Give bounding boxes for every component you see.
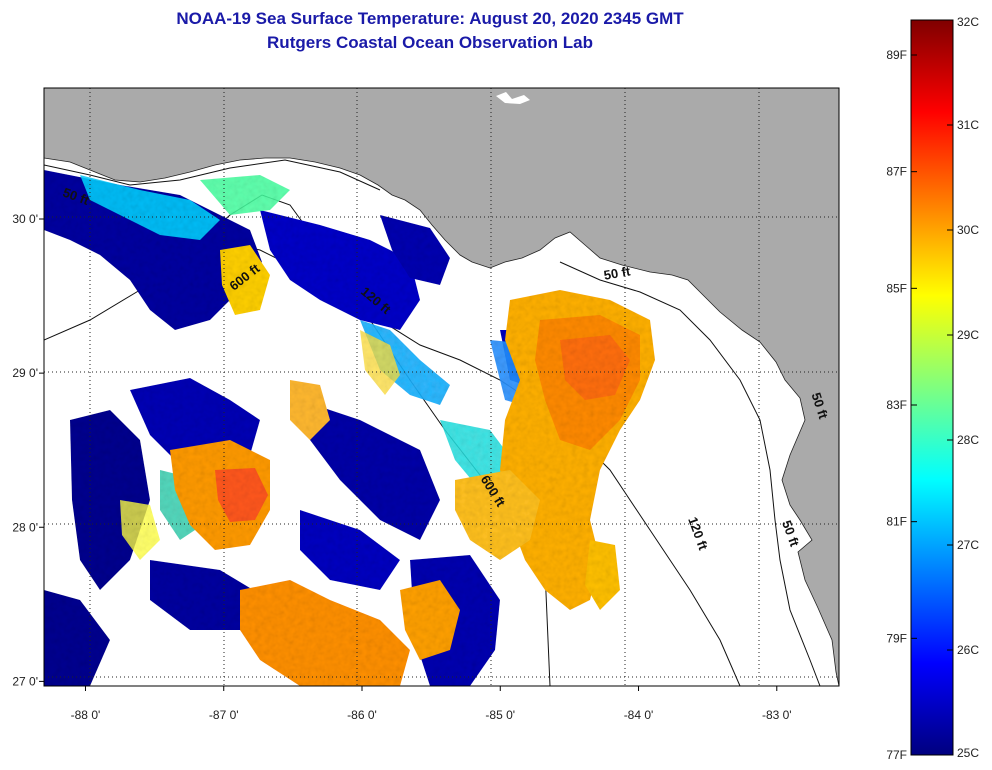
map-grid [44, 88, 839, 686]
fahrenheit-tick-label: 79F [886, 631, 907, 645]
celsius-tick-label: 26C [957, 643, 979, 657]
fahrenheit-tick-label: 87F [886, 165, 907, 179]
longitude-axis: -88 0' -87 0' -86 0' -85 0' -84 0' -83 0' [71, 686, 792, 722]
map-subtitle: Rutgers Coastal Ocean Observation Lab [267, 33, 593, 52]
lon-tick-label: -88 0' [71, 708, 101, 722]
lon-tick-label: -85 0' [485, 708, 515, 722]
celsius-tick-label: 27C [957, 538, 979, 552]
lat-tick-label: 28 0' [12, 520, 38, 534]
lon-tick-label: -86 0' [347, 708, 377, 722]
celsius-tick-label: 25C [957, 746, 979, 760]
celsius-tick-label: 30C [957, 223, 979, 237]
latitude-axis: 30 0' 29 0' 28 0' 27 0' [12, 212, 44, 688]
celsius-tick-label: 31C [957, 118, 979, 132]
map-frame [43, 87, 840, 687]
colorbar-celsius-ticks: 32C 31C 30C 29C 28C 27C 26C 25C [947, 15, 979, 760]
colorbar: 32C 31C 30C 29C 28C 27C 26C 25C 89F 87F 85F 83F 81F… [886, 15, 979, 762]
lon-tick-label: -83 0' [762, 708, 792, 722]
fahrenheit-tick-label: 81F [886, 515, 907, 529]
lat-tick-label: 30 0' [12, 212, 38, 226]
land-mass [44, 88, 839, 686]
map-title: NOAA-19 Sea Surface Temperature: August … [176, 9, 684, 28]
contour-label: 50 ft [603, 263, 633, 283]
celsius-tick-label: 29C [957, 328, 979, 342]
colorbar-gradient [910, 19, 954, 756]
lon-tick-label: -84 0' [624, 708, 654, 722]
fahrenheit-tick-label: 83F [886, 398, 907, 412]
lat-tick-label: 29 0' [12, 366, 38, 380]
lon-tick-label: -87 0' [209, 708, 239, 722]
contour-50ft-east [559, 261, 821, 686]
lat-tick-label: 27 0' [12, 674, 38, 688]
fahrenheit-tick-label: 77F [886, 748, 907, 762]
fahrenheit-tick-label: 85F [886, 281, 907, 295]
celsius-tick-label: 28C [957, 433, 979, 447]
lake-patch [496, 92, 530, 104]
celsius-tick-label: 32C [957, 15, 979, 29]
fahrenheit-tick-label: 89F [886, 48, 907, 62]
contour-50ft-west [44, 159, 381, 191]
colorbar-fahrenheit-ticks: 89F 87F 85F 83F 81F 79F 77F [886, 48, 917, 762]
